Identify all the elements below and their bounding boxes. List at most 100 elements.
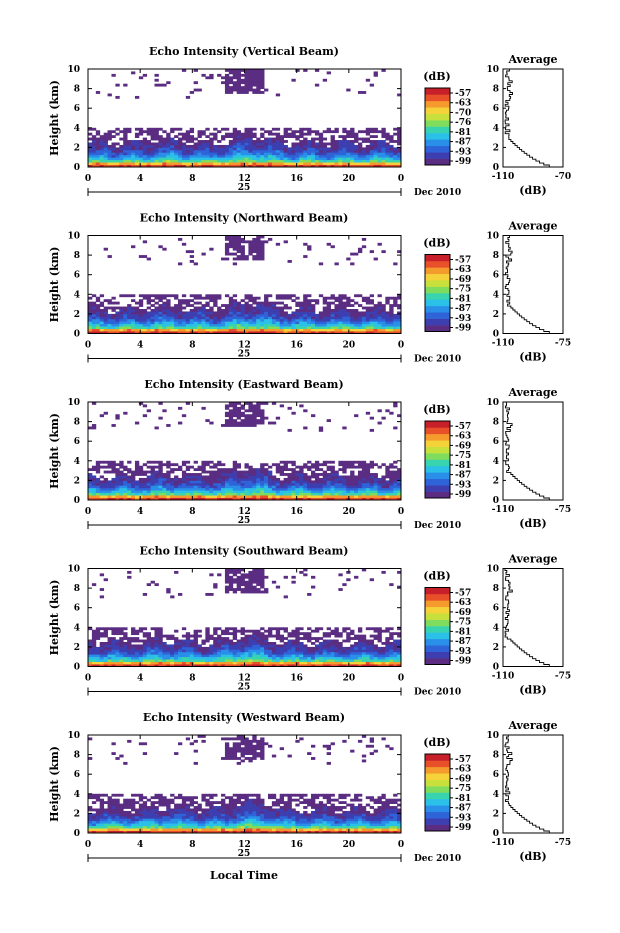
heatmap-cell <box>272 309 276 312</box>
heatmap-cell <box>225 79 229 82</box>
heatmap-cell <box>354 309 358 312</box>
heatmap-cell <box>346 488 350 491</box>
heatmap-cell <box>111 316 115 319</box>
heatmap-cell <box>123 160 127 163</box>
heatmap-cell <box>155 640 159 643</box>
heatmap-cell <box>393 262 397 265</box>
heatmap-cell <box>115 316 119 319</box>
heatmap-cell <box>104 299 108 302</box>
heatmap-cell <box>272 483 276 486</box>
heatmap-cell <box>245 84 249 87</box>
heatmap-cell <box>147 640 151 643</box>
heatmap-cell <box>111 297 115 300</box>
heatmap-cell <box>147 409 151 412</box>
heatmap-cell <box>127 654 131 657</box>
heatmap-cell <box>233 157 237 160</box>
heatmap-cell <box>194 654 198 657</box>
heatmap-cell <box>213 627 217 630</box>
heatmap-cell <box>229 307 233 310</box>
heatmap-cell <box>260 652 264 655</box>
heatmap-cell <box>358 326 362 329</box>
heatmap-cell <box>198 488 202 491</box>
heatmap-cell <box>201 324 205 327</box>
heatmap-cell <box>280 162 284 165</box>
heatmap-cell <box>252 81 256 84</box>
heatmap-cell <box>366 476 370 479</box>
heatmap-cell <box>272 662 276 665</box>
heatmap-cell <box>155 647 159 650</box>
heatmap-cell <box>92 135 96 138</box>
heatmap-cell <box>108 495 112 498</box>
heatmap-cell <box>96 152 100 155</box>
heatmap-cell <box>209 637 213 640</box>
heatmap-cell <box>170 468 174 471</box>
heatmap-cell <box>119 319 123 322</box>
heatmap-cell <box>260 84 264 87</box>
heatmap-cell <box>221 630 225 633</box>
heatmap-cell <box>96 155 100 158</box>
colorbar-swatch <box>425 127 450 134</box>
heatmap-cell <box>201 130 205 133</box>
heatmap-cell <box>111 321 115 324</box>
heatmap-cell <box>155 84 159 87</box>
heatmap-cell <box>260 243 264 246</box>
heatmap-cell <box>327 321 331 324</box>
heatmap-cell <box>284 155 288 158</box>
heatmap-cell <box>307 150 311 153</box>
heatmap-cell <box>315 147 319 150</box>
heatmap-cell <box>182 143 186 146</box>
heatmap-cell <box>131 644 135 647</box>
heatmap-cell <box>342 128 346 131</box>
heatmap-cell <box>362 152 366 155</box>
heatmap-cell <box>147 329 151 332</box>
heatmap-cell <box>178 649 182 652</box>
heatmap-cell <box>272 133 276 136</box>
heatmap-cell <box>104 480 108 483</box>
heatmap-cell <box>151 321 155 324</box>
heatmap-cell <box>295 309 299 312</box>
heatmap-cell <box>393 157 397 160</box>
heatmap-cell <box>139 311 143 314</box>
heatmap-cell <box>307 635 311 638</box>
heatmap-cell <box>264 157 268 160</box>
heatmap-cell <box>96 307 100 310</box>
heatmap-cell <box>88 473 92 476</box>
heatmap-cell <box>166 647 170 650</box>
heatmap-cell <box>245 483 249 486</box>
heatmap-cell <box>276 316 280 319</box>
heatmap-cell <box>135 463 139 466</box>
heatmap-cell <box>299 654 303 657</box>
heatmap-cell <box>174 316 178 319</box>
heatmap-cell <box>346 654 350 657</box>
heatmap-cell <box>158 150 162 153</box>
heatmap-cell <box>311 314 315 317</box>
heatmap-cell <box>284 478 288 481</box>
heatmap-cell <box>139 466 143 469</box>
heatmap-cell <box>155 461 159 464</box>
heatmap-cell <box>155 316 159 319</box>
heatmap-cell <box>221 152 225 155</box>
heatmap-cell <box>178 662 182 665</box>
heatmap-cell <box>370 495 374 498</box>
heatmap-cell <box>233 414 237 417</box>
heatmap-cell <box>115 659 119 662</box>
heatmap-cell <box>354 145 358 148</box>
heatmap-cell <box>288 652 292 655</box>
colorbar-swatch <box>425 466 450 473</box>
heatmap-cell <box>248 495 252 498</box>
heatmap-cell <box>139 471 143 474</box>
heatmap-cell <box>264 160 268 163</box>
heatmap-cell <box>127 478 131 481</box>
average-y-tick-label: 6 <box>493 104 499 114</box>
heatmap-cell <box>264 147 268 150</box>
heatmap-cell <box>385 314 389 317</box>
heatmap-cell <box>237 576 241 579</box>
heatmap-cell <box>88 307 92 310</box>
heatmap-cell <box>241 581 245 584</box>
heatmap-cell <box>319 324 323 327</box>
heatmap-cell <box>323 642 327 645</box>
heatmap-cell <box>111 630 115 633</box>
heatmap-cell <box>291 576 295 579</box>
heatmap-cell <box>354 316 358 319</box>
heatmap-cell <box>295 652 299 655</box>
